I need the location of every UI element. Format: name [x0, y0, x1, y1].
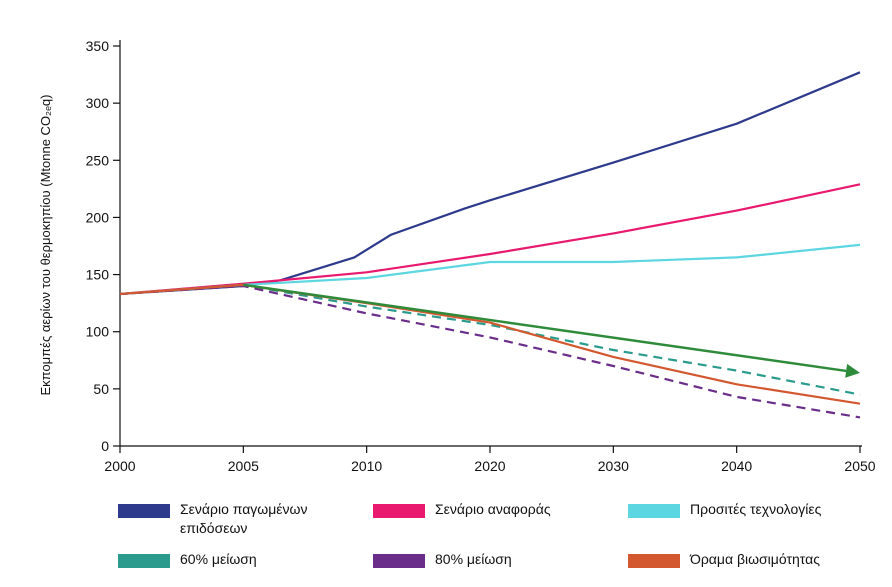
- legend-label: Σενάριο αναφοράς: [435, 501, 551, 517]
- x-tick-label: 2040: [721, 458, 752, 474]
- legend-label: Όραμα βιωσιμότητας: [690, 551, 820, 567]
- x-tick-label: 2030: [598, 458, 629, 474]
- y-axis-title-group: Εκπομπές αερίων του θερμοκηπίου (Mtonne …: [38, 95, 53, 396]
- legend-label: Προσιτές τεχνολογίες: [690, 501, 822, 517]
- y-tick-label: 150: [86, 267, 110, 283]
- series-line-6: [119, 283, 861, 405]
- y-axis-title: Εκπομπές αερίων του θερμοκηπίου (Mtonne …: [38, 95, 53, 396]
- x-tick-label: 2000: [104, 458, 135, 474]
- legend-swatch: [118, 554, 170, 568]
- y-tick-label: 300: [86, 95, 110, 111]
- series-line-2: [119, 183, 861, 296]
- axis-ticks: 0 50 100 150 200 250 300 350 2000 2005 2010 2020 203…: [86, 38, 876, 474]
- legend-item-4: 60% μείωση: [118, 550, 350, 569]
- legend-item-3: Προσιτές τεχνολογίες: [628, 500, 860, 519]
- y-tick-label: 100: [86, 324, 110, 340]
- legend-swatch: [628, 504, 680, 518]
- legend-swatch: [373, 504, 425, 518]
- legend-item-2: Σενάριο αναφοράς: [373, 500, 605, 519]
- x-tick-label: 2005: [228, 458, 259, 474]
- series-line-4: [119, 283, 861, 396]
- legend-item-5: 80% μείωση: [373, 550, 605, 569]
- x-tick-label: 2020: [474, 458, 505, 474]
- trend-arrow-head: [845, 363, 860, 378]
- legend-swatch: [628, 554, 680, 568]
- x-tick-label: 2050: [844, 458, 875, 474]
- legend-item-1: Σενάριο παγωμένων επιδόσεων: [118, 500, 350, 538]
- chart-canvas: Εκπομπές αερίων του θερμοκηπίου (Mtonne …: [38, 38, 876, 474]
- y-tick-label: 50: [93, 381, 109, 397]
- legend-label: Σενάριο παγωμένων επιδόσεων: [180, 501, 308, 536]
- y-tick-label: 250: [86, 152, 110, 168]
- series-line-1: [119, 71, 861, 296]
- annotation-layer: [243, 283, 860, 378]
- legend-item-6: Όραμα βιωσιμότητας: [628, 550, 860, 569]
- legend-swatch: [118, 504, 170, 518]
- y-tick-label: 200: [86, 209, 110, 225]
- y-tick-label: 350: [86, 38, 110, 54]
- trend-arrow-line: [243, 283, 847, 373]
- legend-label: 60% μείωση: [180, 551, 257, 567]
- series-line-5: [119, 284, 861, 419]
- legend-label: 80% μείωση: [435, 551, 512, 567]
- series-layer: [119, 71, 861, 419]
- y-tick-label: 0: [101, 438, 109, 454]
- legend-swatch: [373, 554, 425, 568]
- x-tick-label: 2010: [351, 458, 382, 474]
